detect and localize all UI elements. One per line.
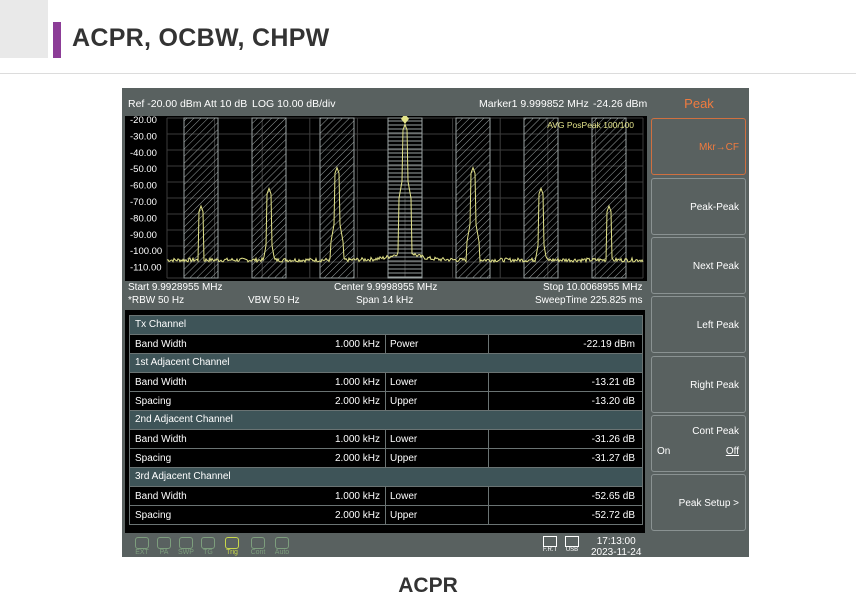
analyzer-screen: Ref -20.00 dBm Att 10 dB LOG 10.00 dB/di…	[122, 88, 749, 558]
time: 17:13:00	[596, 536, 636, 547]
table-row: Spacing 2.000 kHz Upper -31.27 dB	[130, 449, 642, 468]
vbw: VBW 50 Hz	[248, 295, 300, 306]
stop-freq: Stop 10.0068955 MHz	[543, 282, 643, 293]
scale: LOG 10.00 dB/div	[252, 98, 336, 110]
tx-channel-header: Tx Channel	[130, 316, 642, 335]
y-tick-label: -30.00	[130, 131, 157, 142]
adjacent-channel-2-header: 2nd Adjacent Channel	[130, 411, 642, 430]
spectrum-svg: -20.00 -30.00 -40.00 -50.00 -60.00 -70.00 -80.…	[130, 116, 644, 279]
spectrum-header: Ref -20.00 dBm Att 10 dB LOG 10.00 dB/di…	[122, 88, 647, 116]
cont-peak-toggle[interactable]: Cont Peak On Off	[651, 415, 746, 472]
acpr-table: Tx Channel Band Width 1.000 kHz Power -2…	[129, 315, 643, 525]
table-row: Spacing 2.000 kHz Upper -13.20 dB	[130, 392, 642, 411]
y-tick-label: -110.00	[130, 263, 162, 274]
y-tick-label: -80.00	[130, 213, 157, 224]
y-tick-label: -70.00	[130, 197, 157, 208]
figure-caption: ACPR	[398, 574, 458, 597]
adjacent-channel-3-header: 3rd Adjacent Channel	[130, 468, 642, 487]
header-decor-block	[0, 0, 48, 58]
bw-info-row: *RBW 50 Hz VBW 50 Hz Span 14 kHz SweepTi…	[128, 295, 643, 307]
ext-status-icon[interactable]: EXT	[133, 537, 151, 556]
table-row: Spacing 2.000 kHz Upper -52.72 dB	[130, 506, 642, 524]
tg-status-icon[interactable]: TG	[199, 537, 217, 556]
left-peak-button[interactable]: Left Peak	[651, 296, 746, 353]
marker-1: 1	[401, 116, 409, 124]
date: 2023-11-24	[591, 547, 642, 558]
status-bar: EXT PA SWP TG Trig Cont Auto F.R.T USB 1…	[125, 533, 645, 558]
peak-setup-button[interactable]: Peak Setup >	[651, 474, 746, 531]
rbw: *RBW 50 Hz	[128, 295, 185, 306]
y-tick-label: -100.00	[130, 246, 162, 257]
spectrum-trace	[166, 122, 644, 264]
y-tick-label: -60.00	[130, 181, 157, 192]
marker-diamond	[401, 116, 409, 124]
peak-peak-button[interactable]: Peak-Peak	[651, 178, 746, 235]
trace-mode-label: AVG PosPeak 100/100	[547, 120, 634, 130]
center-freq: Center 9.9998955 MHz	[334, 282, 438, 293]
sweep-time: SweepTime 225.825 ms	[535, 295, 643, 306]
next-peak-button[interactable]: Next Peak	[651, 237, 746, 294]
header-divider	[0, 73, 856, 74]
cont-status-icon[interactable]: Cont	[249, 537, 267, 556]
swp-status-icon[interactable]: SWP	[177, 537, 195, 556]
right-peak-button[interactable]: Right Peak	[651, 356, 746, 413]
table-row: Band Width 1.000 kHz Lower -52.65 dB	[130, 487, 642, 506]
header-accent-bar	[53, 22, 61, 58]
y-tick-label: -20.00	[130, 116, 157, 126]
auto-status-icon[interactable]: Auto	[273, 537, 291, 556]
spectrum-plot[interactable]: -20.00 -30.00 -40.00 -50.00 -60.00 -70.00 -80.…	[125, 116, 647, 281]
trig-status-icon[interactable]: Trig	[223, 537, 241, 556]
softkey-menu-title: Peak	[684, 96, 714, 111]
y-tick-label: -90.00	[130, 230, 157, 241]
page-header: ACPR, OCBW, CHPW	[0, 0, 856, 74]
mkr-to-cf-button[interactable]: Mkr→CF	[651, 118, 746, 175]
table-row: Band Width 1.000 kHz Power -22.19 dBm	[130, 335, 642, 354]
adjacent-channel-1-header: 1st Adjacent Channel	[130, 354, 642, 373]
pa-status-icon[interactable]: PA	[155, 537, 173, 556]
start-freq: Start 9.9928955 MHz	[128, 282, 223, 293]
table-row: Band Width 1.000 kHz Lower -13.21 dB	[130, 373, 642, 392]
clock: 17:13:00 2023-11-24	[591, 536, 641, 558]
y-axis-ticks: -20.00 -30.00 -40.00 -50.00 -60.00 -70.00 -80.…	[130, 116, 162, 274]
usb-icon: USB	[563, 536, 581, 556]
softkey-panel: Peak Mkr→CF Peak-Peak Next Peak Left Pea…	[649, 88, 749, 557]
y-tick-label: -50.00	[130, 164, 157, 175]
marker-value: -24.26 dBm	[593, 98, 648, 110]
acpr-results: Tx Channel Band Width 1.000 kHz Power -2…	[125, 310, 645, 533]
freq-info-row: Start 9.9928955 MHz Center 9.9998955 MHz…	[128, 282, 643, 294]
frt-icon: F.R.T	[541, 536, 559, 556]
ref-level: Ref -20.00 dBm	[128, 98, 202, 110]
y-tick-label: -40.00	[130, 148, 157, 159]
span: Span 14 kHz	[356, 295, 414, 306]
marker-readout: Marker1 9.999852 MHz	[479, 98, 589, 110]
table-row: Band Width 1.000 kHz Lower -31.26 dB	[130, 430, 642, 449]
page-title: ACPR, OCBW, CHPW	[72, 24, 330, 52]
attenuation: Att 10 dB	[204, 98, 248, 110]
